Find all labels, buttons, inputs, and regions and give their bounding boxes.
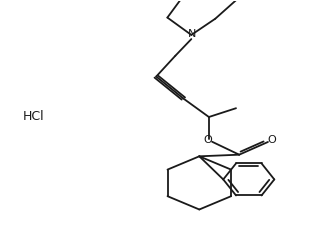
- Text: O: O: [203, 135, 212, 145]
- Text: O: O: [267, 135, 276, 145]
- Text: HCl: HCl: [23, 110, 44, 124]
- Text: N: N: [188, 29, 196, 39]
